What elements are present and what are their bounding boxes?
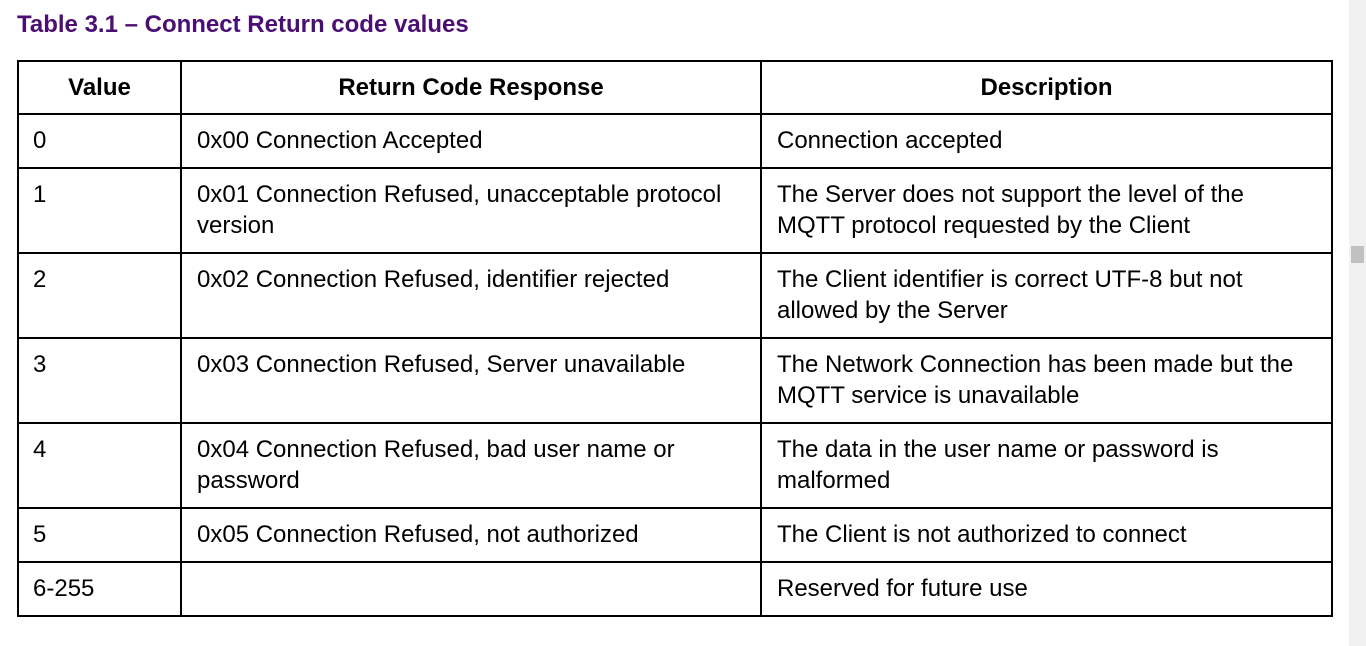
header-return-code-response: Return Code Response bbox=[180, 60, 762, 115]
table-row: 5 0x05 Connection Refused, not authorize… bbox=[17, 507, 1333, 563]
cell-description: The Network Connection has been made but… bbox=[760, 337, 1333, 424]
cell-response: 0x05 Connection Refused, not authorized bbox=[180, 507, 762, 563]
cell-value: 3 bbox=[17, 337, 182, 424]
cell-description: Connection accepted bbox=[760, 113, 1333, 169]
return-code-table: Value Return Code Response Description 0… bbox=[17, 60, 1333, 617]
table-row: 0 0x00 Connection Accepted Connection ac… bbox=[17, 113, 1333, 169]
cell-response: 0x03 Connection Refused, Server unavaila… bbox=[180, 337, 762, 424]
cell-value: 0 bbox=[17, 113, 182, 169]
cell-value: 6-255 bbox=[17, 561, 182, 617]
table-row: 6-255 Reserved for future use bbox=[17, 561, 1333, 617]
cell-description: The Server does not support the level of… bbox=[760, 167, 1333, 254]
cell-description: The Client is not authorized to connect bbox=[760, 507, 1333, 563]
cell-value: 4 bbox=[17, 422, 182, 509]
table-row: 4 0x04 Connection Refused, bad user name… bbox=[17, 422, 1333, 509]
cell-value: 5 bbox=[17, 507, 182, 563]
header-description: Description bbox=[760, 60, 1333, 115]
table-header-row: Value Return Code Response Description bbox=[17, 60, 1333, 115]
cell-description: The data in the user name or password is… bbox=[760, 422, 1333, 509]
table-row: 3 0x03 Connection Refused, Server unavai… bbox=[17, 337, 1333, 424]
cell-value: 1 bbox=[17, 167, 182, 254]
header-value: Value bbox=[17, 60, 182, 115]
cell-description: The Client identifier is correct UTF-8 b… bbox=[760, 252, 1333, 339]
cell-response: 0x01 Connection Refused, unacceptable pr… bbox=[180, 167, 762, 254]
vertical-scrollbar[interactable] bbox=[1349, 0, 1366, 646]
cell-value: 2 bbox=[17, 252, 182, 339]
cell-response: 0x02 Connection Refused, identifier reje… bbox=[180, 252, 762, 339]
table-row: 2 0x02 Connection Refused, identifier re… bbox=[17, 252, 1333, 339]
cell-response bbox=[180, 561, 762, 617]
scrollbar-thumb[interactable] bbox=[1351, 246, 1364, 263]
cell-description: Reserved for future use bbox=[760, 561, 1333, 617]
table-row: 1 0x01 Connection Refused, unacceptable … bbox=[17, 167, 1333, 254]
cell-response: 0x04 Connection Refused, bad user name o… bbox=[180, 422, 762, 509]
table-caption: Table 3.1 – Connect Return code values bbox=[17, 11, 469, 38]
cell-response: 0x00 Connection Accepted bbox=[180, 113, 762, 169]
